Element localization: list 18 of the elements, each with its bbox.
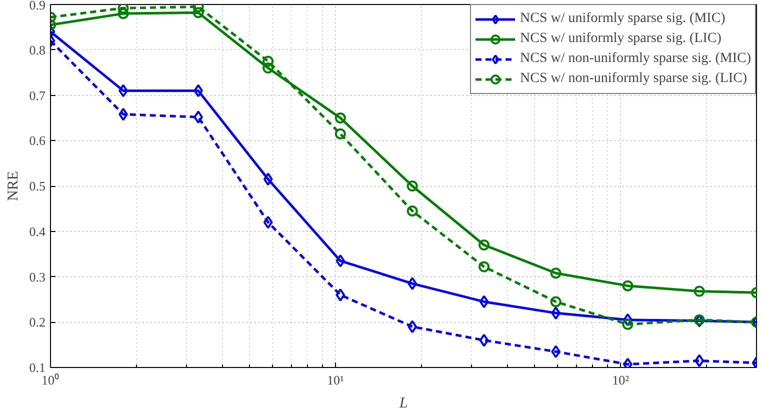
x-tick-label: 10⁰: [42, 372, 60, 388]
legend-label: NCS w/ non-uniformly sparse sig. (LIC): [520, 71, 748, 87]
y-tick-label: 0.8: [29, 42, 46, 58]
legend-label: NCS w/ non-uniformly sparse sig. (MIC): [520, 51, 751, 67]
x-tick-label: 10²: [612, 372, 630, 388]
x-tick-label: 10¹: [327, 372, 344, 388]
y-tick-label: 0.2: [29, 314, 46, 330]
legend-label: NCS w/ uniformly sparse sig. (LIC): [520, 31, 722, 47]
y-tick-label: 0.9: [29, 0, 46, 12]
y-axis-title: NRE: [5, 171, 22, 201]
y-tick-label: 0.3: [29, 269, 46, 284]
y-tick-label: 0.7: [29, 88, 46, 103]
x-axis-title: L: [398, 396, 408, 412]
legend-label: NCS w/ uniformly sparse sig. (MIC): [520, 11, 726, 27]
y-tick-label: 0.5: [29, 178, 46, 194]
y-tick-label: 0.4: [29, 224, 46, 239]
y-tick-label: 0.6: [29, 133, 46, 148]
y-tick-label: 0.1: [29, 360, 46, 375]
